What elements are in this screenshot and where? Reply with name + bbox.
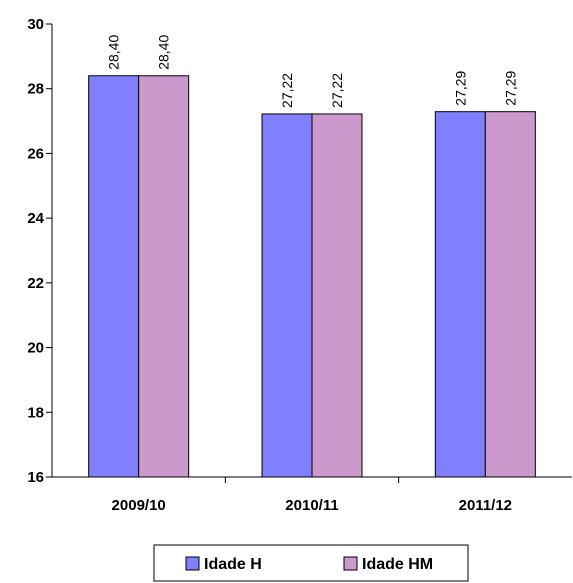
- data-label: 27,29: [452, 70, 468, 105]
- x-tick-label: 2011/12: [459, 497, 512, 514]
- data-labels: 28,40 28,40 27,22 27,22 27,29 27,29: [106, 35, 519, 108]
- bar: [434, 111, 486, 478]
- bar: [261, 113, 313, 478]
- y-tick-label: 16: [27, 469, 44, 486]
- legend-swatch: [343, 556, 358, 571]
- legend-label: Idade HM: [362, 556, 433, 573]
- x-tick-label: 2010/11: [285, 497, 338, 514]
- legend: Idade H Idade HM: [153, 544, 469, 582]
- y-tick-label: 18: [27, 404, 44, 421]
- data-label: 28,40: [106, 35, 122, 70]
- y-tick-label: 26: [27, 145, 44, 162]
- x-axis: 2009/10 2010/11 2011/12: [52, 476, 572, 514]
- y-tick-label: 22: [27, 275, 44, 292]
- data-label: 27,22: [329, 73, 345, 108]
- legend-label: Idade H: [204, 556, 262, 573]
- bar: [88, 75, 140, 478]
- bars: [88, 75, 536, 478]
- y-axis: 16 18 20 22 24 26 28 30: [27, 16, 53, 486]
- bar: [311, 113, 363, 478]
- y-tick-label: 30: [27, 16, 44, 33]
- data-label: 27,22: [279, 73, 295, 108]
- data-label: 27,29: [502, 70, 518, 105]
- bar: [138, 75, 190, 478]
- legend-box: [153, 544, 469, 582]
- y-tick-label: 24: [27, 210, 44, 227]
- bar: [484, 111, 536, 478]
- x-tick-label: 2009/10: [112, 497, 166, 514]
- y-tick-label: 28: [27, 81, 44, 98]
- y-tick-label: 20: [27, 340, 44, 357]
- data-label: 28,40: [156, 35, 172, 70]
- legend-swatch: [185, 556, 200, 571]
